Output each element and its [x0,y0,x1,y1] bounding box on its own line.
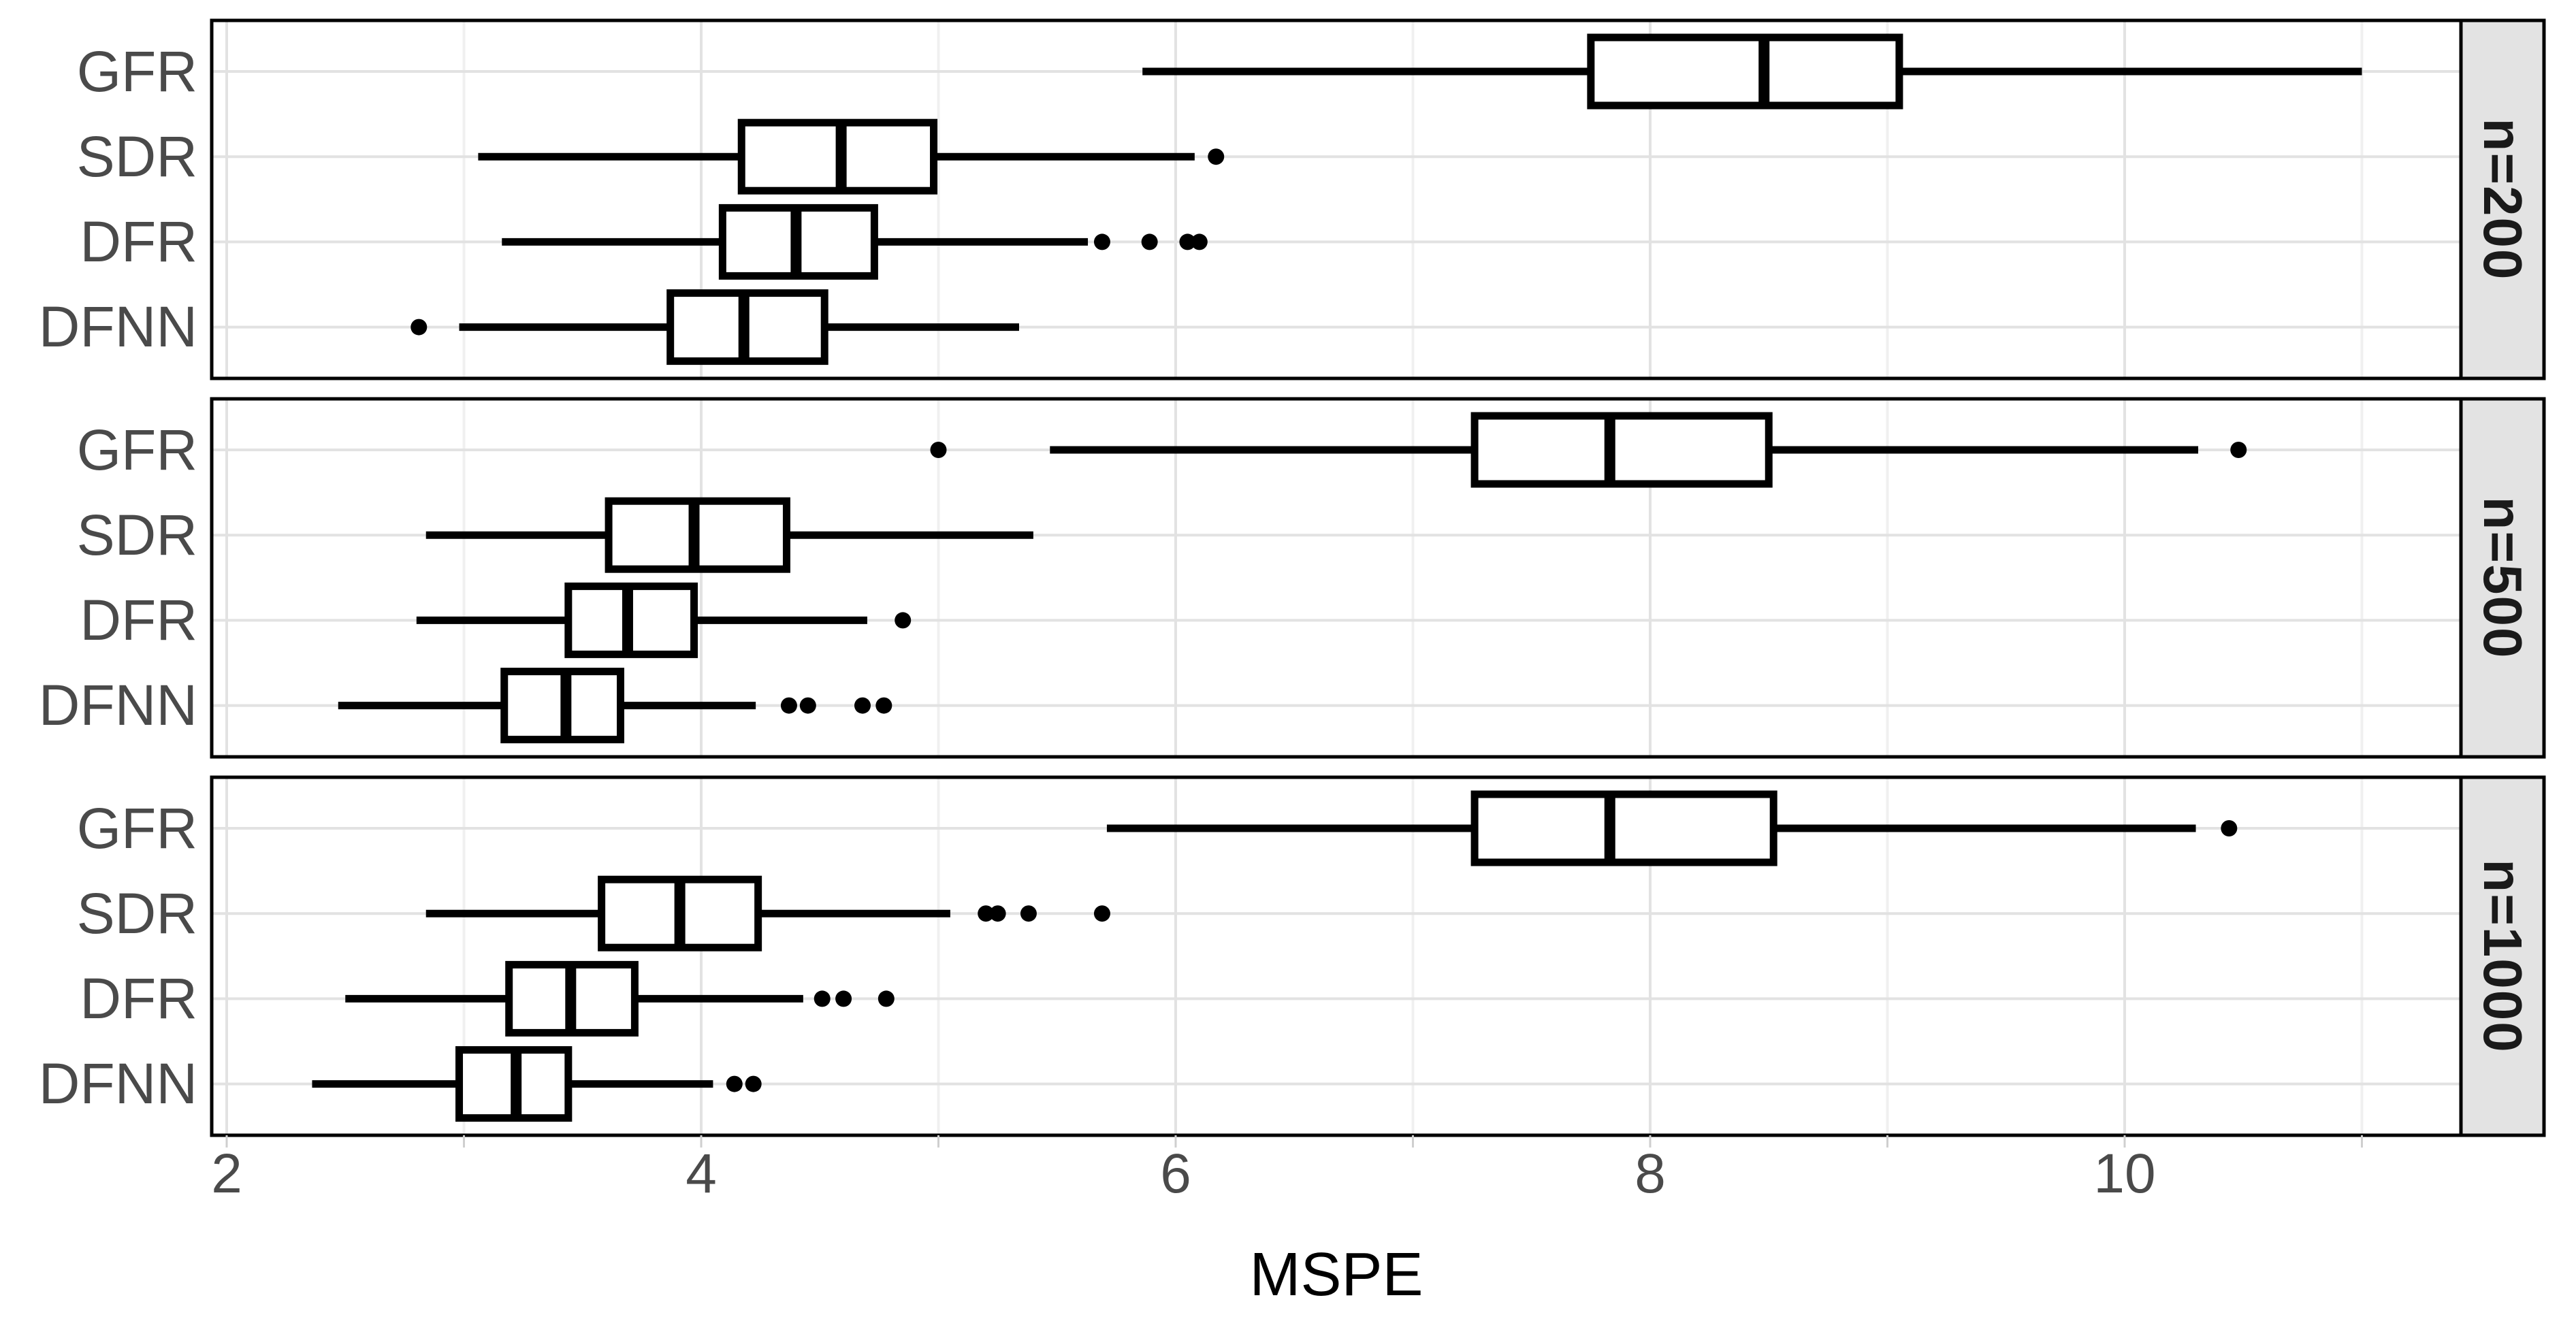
facet-strip [2459,18,2546,380]
y-axis-label-sdr-n1000: SDR [76,881,197,945]
boxplot-DFR-n=500 [416,582,912,658]
boxplot-DFR-n=1000 [345,960,895,1037]
y-axis-label-sdr-n500: SDR [76,503,197,567]
outlier-point [1208,148,1225,165]
boxplot-SDR-n=500 [425,497,1033,573]
y-axis-label-dfnn-n200: DFNN [38,295,197,359]
y-axis-label-sdr-n200: SDR [76,125,197,189]
panel-background [212,20,2461,378]
outlier-point [1093,233,1110,250]
outlier-point [875,697,892,714]
x-tick-label-6: 6 [1160,1143,1191,1205]
facet-panel-n=1000 [210,775,2546,1137]
boxplot-GFR-n=200 [1142,33,2362,110]
x-tick-label-2: 2 [211,1143,242,1205]
outlier-point [1191,233,1208,250]
outlier-point [2221,820,2238,836]
facet-panel-n=500 [210,397,2546,759]
boxplot-DFNN-n=500 [338,668,892,744]
facet-strip-label-n1000: n=1000 [2473,859,2533,1054]
boxplot-SDR-n=200 [478,118,1225,195]
y-axis-label-gfr-n200: GFR [76,39,197,103]
iqr-box [1587,33,1903,110]
outlier-point [1179,233,1196,250]
outlier-point [989,905,1006,922]
boxplot-DFNN-n=1000 [312,1046,762,1122]
outlier-point [799,697,816,714]
outlier-point [2230,442,2247,458]
facet-strip-label-n200: n=200 [2473,118,2533,281]
iqr-box [1470,790,1777,866]
panel-background [212,777,2461,1135]
x-tick-label-10: 10 [2093,1143,2156,1205]
outlier-point [780,697,797,714]
facet-strip [2459,775,2546,1137]
facet-strip-label-n500: n=500 [2473,496,2533,660]
y-axis-label-dfnn-n1000: DFNN [38,1052,197,1116]
boxplot-DFR-n=200 [502,204,1208,280]
boxplot-SDR-n=1000 [425,875,1110,951]
iqr-box [1470,412,1773,488]
outlier-point [410,319,428,336]
outlier-point [745,1075,762,1092]
outlier-point [930,442,947,458]
outlier-point [814,990,831,1007]
facet-strip [2459,397,2546,759]
outlier-point [978,905,995,922]
outlier-point [1020,905,1037,922]
boxplot-GFR-n=1000 [1106,790,2238,866]
facet-panel-n=200 [210,18,2546,380]
outlier-point [895,612,912,629]
outlier-point [878,990,895,1007]
outlier-point [1093,905,1110,922]
y-axis-label-gfr-n500: GFR [76,418,197,482]
boxplot-GFR-n=500 [930,412,2247,488]
outlier-point [726,1075,743,1092]
y-axis-label-gfr-n1000: GFR [76,796,197,860]
x-tick-label-8: 8 [1635,1143,1666,1205]
outlier-point [835,990,852,1007]
x-axis-title: MSPE [1249,1241,1423,1309]
boxplot-DFNN-n=200 [410,289,1019,365]
y-axis-label-dfr-n200: DFR [80,210,197,274]
y-axis-label-dfr-n1000: DFR [80,966,197,1030]
x-tick-label-4: 4 [686,1143,717,1205]
outlier-point [854,697,871,714]
outlier-point [1141,233,1158,250]
y-axis-label-dfr-n500: DFR [80,588,197,652]
y-axis-label-dfnn-n500: DFNN [38,673,197,737]
